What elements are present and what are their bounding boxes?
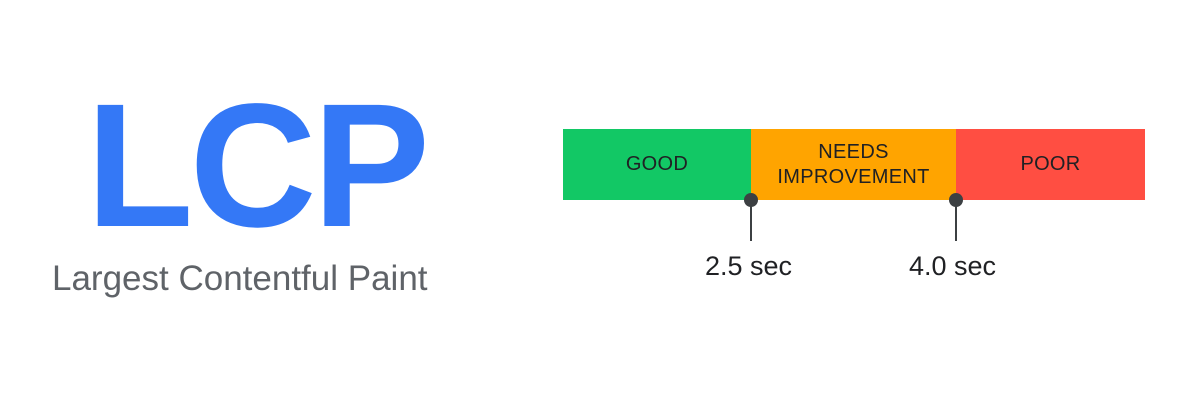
marker-dot [949, 193, 963, 207]
segment-poor: POOR [956, 129, 1145, 200]
metric-abbreviation: LCP [86, 68, 430, 264]
segment-good: GOOD [563, 129, 751, 200]
threshold-marker-good [744, 193, 758, 241]
marker-stem [955, 203, 957, 241]
threshold-marker-poor [949, 193, 963, 241]
threshold-label-good: 2.5 sec [705, 251, 793, 281]
segment-needs-improvement: NEEDS IMPROVEMENT [751, 129, 956, 200]
threshold-scale-bar: GOOD NEEDS IMPROVEMENT POOR [563, 129, 1145, 200]
threshold-label-poor: 4.0 sec [909, 251, 997, 281]
marker-stem [750, 203, 752, 241]
metric-full-name: Largest Contentful Paint [52, 259, 428, 298]
marker-dot [744, 193, 758, 207]
